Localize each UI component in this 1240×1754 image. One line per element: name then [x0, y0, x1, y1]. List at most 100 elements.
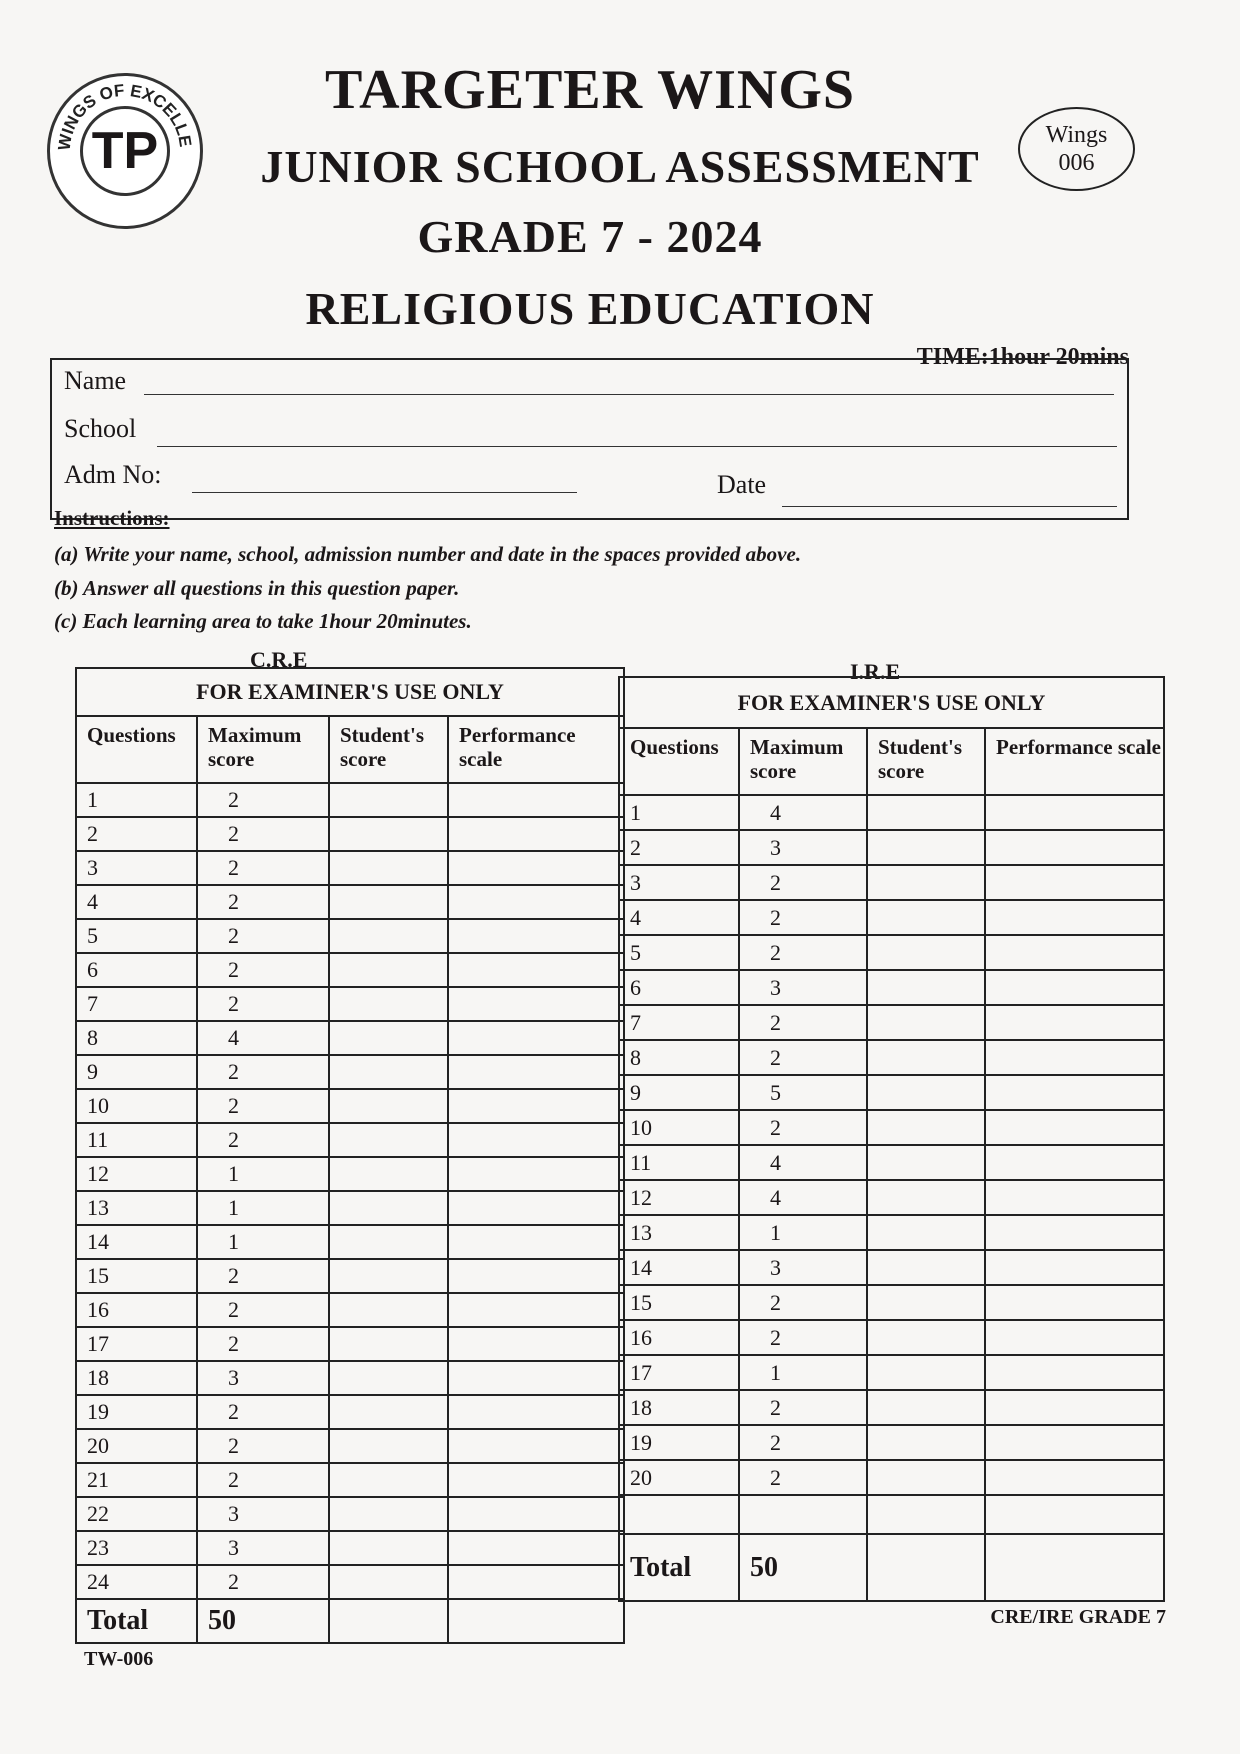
performance-scale-cell[interactable] — [446, 1088, 626, 1124]
performance-scale-cell[interactable] — [446, 1258, 626, 1294]
student-score-cell[interactable] — [866, 1109, 986, 1146]
student-score-cell[interactable] — [328, 850, 449, 886]
performance-scale-cell[interactable] — [983, 1389, 1166, 1426]
student-score-cell[interactable] — [328, 1360, 449, 1396]
student-score-cell[interactable] — [866, 1249, 986, 1286]
student-score-cell[interactable] — [328, 1122, 449, 1158]
performance-scale-cell[interactable] — [446, 782, 626, 818]
question-number: 12 — [618, 1179, 740, 1216]
student-score-cell[interactable] — [328, 1462, 449, 1498]
student-score-cell[interactable] — [328, 952, 449, 988]
performance-scale-cell[interactable] — [983, 1109, 1166, 1146]
performance-scale-cell[interactable] — [446, 850, 626, 886]
performance-scale-cell[interactable] — [446, 1190, 626, 1226]
performance-scale-cell[interactable] — [446, 884, 626, 920]
student-score-cell[interactable] — [866, 969, 986, 1006]
student-score-cell[interactable] — [328, 1496, 449, 1532]
adm-field[interactable] — [192, 492, 577, 493]
student-score-cell[interactable] — [328, 1428, 449, 1464]
student-score-cell[interactable] — [866, 794, 986, 831]
question-number: 16 — [618, 1319, 740, 1356]
performance-scale-cell[interactable] — [446, 1564, 626, 1600]
student-score-cell[interactable] — [866, 899, 986, 936]
student-score-cell[interactable] — [328, 1394, 449, 1430]
performance-scale-cell[interactable] — [446, 1054, 626, 1090]
performance-scale-cell[interactable] — [446, 1020, 626, 1056]
performance-scale-cell[interactable] — [983, 934, 1166, 971]
performance-scale-cell[interactable] — [446, 918, 626, 954]
performance-scale-cell[interactable] — [983, 1424, 1166, 1461]
student-score-cell[interactable] — [328, 1020, 449, 1056]
performance-scale-cell[interactable] — [983, 794, 1166, 831]
total-student-score-cell[interactable] — [866, 1533, 986, 1602]
performance-scale-cell[interactable] — [446, 1462, 626, 1498]
student-score-cell[interactable] — [328, 1326, 449, 1362]
student-score-cell[interactable] — [328, 1190, 449, 1226]
performance-scale-cell[interactable] — [983, 1249, 1166, 1286]
performance-scale-cell[interactable] — [983, 1354, 1166, 1391]
performance-scale-cell[interactable] — [983, 829, 1166, 866]
student-score-cell[interactable] — [328, 1564, 449, 1600]
school-field[interactable] — [157, 446, 1117, 447]
performance-scale-cell[interactable] — [446, 1360, 626, 1396]
student-score-cell[interactable] — [866, 829, 986, 866]
performance-scale-cell[interactable] — [983, 1179, 1166, 1216]
student-score-cell[interactable] — [866, 1319, 986, 1356]
question-number: 21 — [75, 1462, 198, 1498]
student-score-cell[interactable] — [866, 1389, 986, 1426]
student-score-cell[interactable] — [866, 934, 986, 971]
total-performance-cell[interactable] — [983, 1533, 1166, 1602]
performance-scale-cell[interactable] — [983, 1039, 1166, 1076]
total-student-score-cell[interactable] — [328, 1598, 449, 1644]
student-score-cell[interactable] — [328, 986, 449, 1022]
performance-scale-cell[interactable] — [983, 1284, 1166, 1321]
student-score-cell[interactable] — [328, 918, 449, 954]
student-score-cell[interactable] — [866, 864, 986, 901]
performance-scale-cell[interactable] — [446, 1394, 626, 1430]
student-score-cell[interactable] — [328, 816, 449, 852]
performance-scale-cell[interactable] — [446, 1122, 626, 1158]
student-score-cell[interactable] — [866, 1424, 986, 1461]
performance-scale-cell[interactable] — [983, 1214, 1166, 1251]
performance-scale-cell[interactable] — [983, 899, 1166, 936]
student-score-cell[interactable] — [866, 1074, 986, 1111]
student-score-cell[interactable] — [866, 1459, 986, 1496]
date-field[interactable] — [782, 506, 1117, 507]
performance-scale-cell[interactable] — [983, 969, 1166, 1006]
student-score-cell[interactable] — [328, 782, 449, 818]
student-score-cell[interactable] — [328, 1292, 449, 1328]
performance-scale-cell[interactable] — [446, 1292, 626, 1328]
performance-scale-cell[interactable] — [446, 1156, 626, 1192]
student-score-cell[interactable] — [328, 1156, 449, 1192]
student-score-cell[interactable] — [866, 1214, 986, 1251]
student-score-cell[interactable] — [866, 1354, 986, 1391]
performance-scale-cell[interactable] — [446, 816, 626, 852]
student-score-cell[interactable] — [328, 884, 449, 920]
performance-scale-cell[interactable] — [446, 1326, 626, 1362]
maximum-score: 4 — [738, 794, 868, 831]
student-score-cell[interactable] — [328, 1258, 449, 1294]
student-score-cell[interactable] — [328, 1088, 449, 1124]
performance-scale-cell[interactable] — [983, 1459, 1166, 1496]
student-score-cell[interactable] — [866, 1004, 986, 1041]
performance-scale-cell[interactable] — [446, 986, 626, 1022]
student-score-cell[interactable] — [866, 1179, 986, 1216]
total-performance-cell[interactable] — [446, 1598, 626, 1644]
student-score-cell[interactable] — [866, 1039, 986, 1076]
name-field[interactable] — [144, 394, 1114, 395]
performance-scale-cell[interactable] — [446, 1496, 626, 1532]
performance-scale-cell[interactable] — [983, 864, 1166, 901]
performance-scale-cell[interactable] — [983, 1319, 1166, 1356]
performance-scale-cell[interactable] — [446, 1428, 626, 1464]
student-score-cell[interactable] — [328, 1530, 449, 1566]
student-score-cell[interactable] — [866, 1144, 986, 1181]
student-score-cell[interactable] — [328, 1054, 449, 1090]
student-score-cell[interactable] — [328, 1224, 449, 1260]
performance-scale-cell[interactable] — [446, 1224, 626, 1260]
performance-scale-cell[interactable] — [983, 1074, 1166, 1111]
student-score-cell[interactable] — [866, 1284, 986, 1321]
performance-scale-cell[interactable] — [983, 1004, 1166, 1041]
performance-scale-cell[interactable] — [983, 1144, 1166, 1181]
performance-scale-cell[interactable] — [446, 1530, 626, 1566]
performance-scale-cell[interactable] — [446, 952, 626, 988]
